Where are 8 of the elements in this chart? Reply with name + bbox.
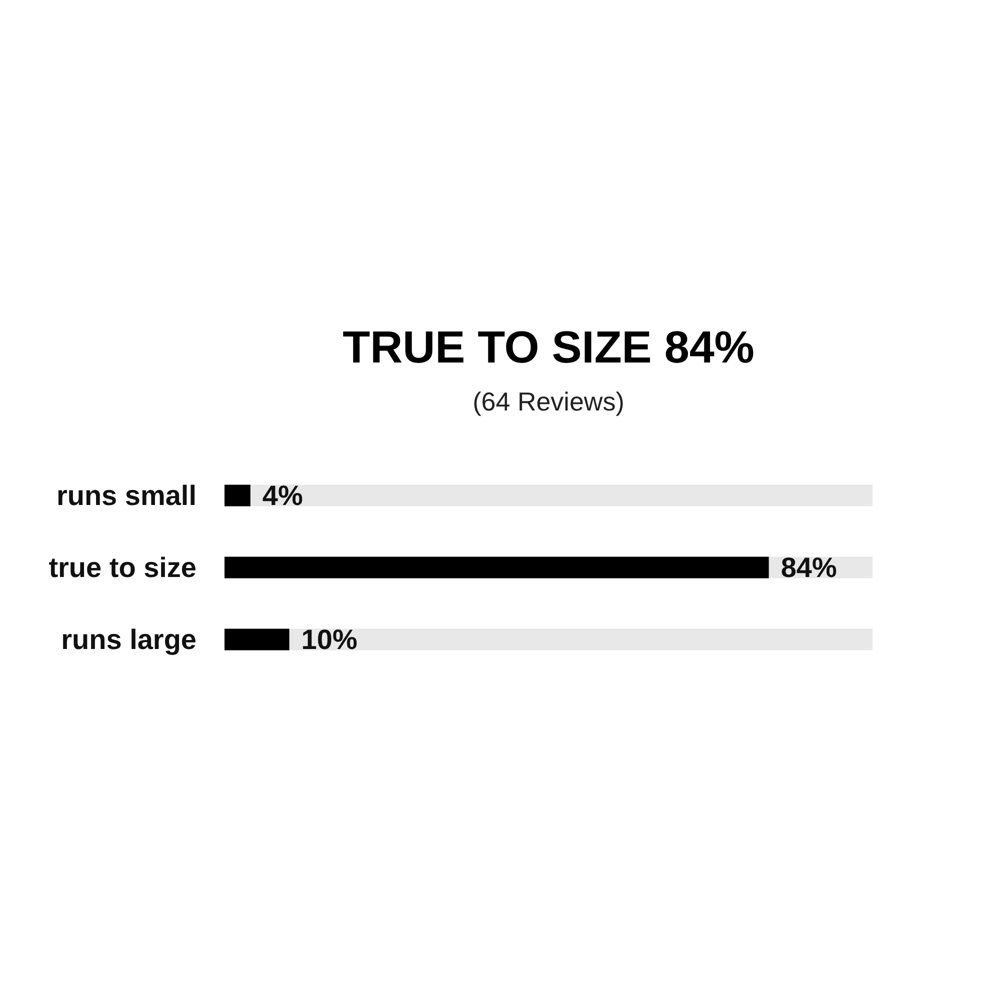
- y-tick-label: true to size: [48, 552, 197, 583]
- chart-subtitle: (64 Reviews): [472, 386, 624, 416]
- data-label: 4%: [262, 480, 303, 511]
- chart-title: TRUE TO SIZE 84%: [342, 322, 754, 372]
- y-tick-label: runs large: [61, 624, 197, 655]
- data-label: 10%: [301, 624, 358, 655]
- data-label: 84%: [780, 552, 837, 583]
- y-tick-label: runs small: [56, 480, 197, 511]
